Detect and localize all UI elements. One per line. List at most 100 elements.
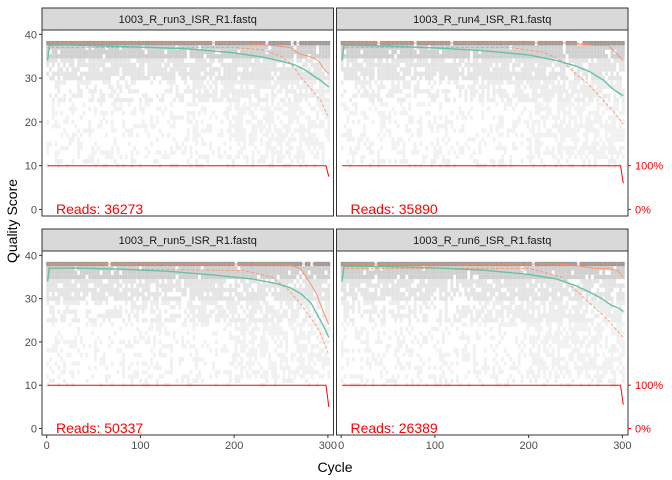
- heat-tile: [240, 339, 244, 345]
- heat-tile: [293, 331, 297, 336]
- heat-tile: [212, 266, 215, 271]
- heat-tile: [551, 71, 555, 76]
- heat-tile: [523, 71, 527, 76]
- heat-tile: [299, 141, 303, 146]
- heat-tile: [209, 374, 213, 379]
- heat-tile: [63, 71, 66, 76]
- heat-tile: [130, 292, 134, 297]
- heat-tile: [259, 80, 263, 85]
- heat-tile: [63, 75, 66, 81]
- heat-tile: [560, 89, 563, 94]
- heat-tile: [307, 128, 311, 133]
- heat-tile: [475, 58, 479, 63]
- heat-tile: [144, 154, 148, 160]
- heat-tile: [234, 326, 238, 332]
- heat-tile: [155, 361, 159, 366]
- heat-tile: [441, 137, 445, 142]
- heat-tile: [582, 54, 586, 59]
- heat-tile: [582, 58, 586, 63]
- heat-tile: [554, 75, 558, 81]
- heat-tile: [568, 132, 572, 138]
- heat-tile: [368, 150, 372, 155]
- heat-tile: [105, 283, 109, 288]
- heat-tile: [259, 292, 263, 297]
- heat-tile: [74, 71, 78, 76]
- heat-tile: [290, 370, 294, 375]
- heat-tile: [99, 300, 103, 306]
- heat-tile: [576, 49, 580, 55]
- heat-tile: [444, 49, 448, 55]
- heat-tile: [621, 97, 625, 103]
- heat-tile: [416, 54, 420, 59]
- heat-tile: [515, 132, 518, 138]
- heat-tile: [607, 84, 611, 90]
- heat-tile: [175, 89, 179, 94]
- heat-tile: [599, 124, 603, 129]
- heat-tile: [186, 84, 190, 90]
- heat-tile: [534, 58, 538, 63]
- heat-tile: [391, 49, 395, 55]
- heat-tile: [209, 62, 213, 68]
- heat-tile: [498, 119, 501, 125]
- heat-tile: [571, 137, 575, 142]
- heat-tile: [560, 128, 563, 133]
- heat-tile: [316, 137, 319, 142]
- heat-tile: [391, 80, 395, 85]
- heat-tile: [153, 159, 156, 164]
- heat-tile: [327, 115, 331, 120]
- heat-tile: [178, 266, 182, 271]
- heat-tile: [153, 279, 156, 284]
- heat-tile: [243, 154, 246, 160]
- heat-tile: [512, 49, 516, 55]
- heat-tile: [206, 71, 210, 76]
- heat-tile: [357, 145, 361, 151]
- heat-tile: [46, 348, 50, 353]
- heat-tile: [164, 287, 168, 293]
- heat-tile: [596, 75, 600, 81]
- heat-tile: [102, 49, 106, 55]
- heat-tile: [63, 274, 66, 280]
- heat-tile: [371, 58, 375, 63]
- heat-tile: [259, 62, 263, 68]
- heat-tile: [293, 40, 297, 46]
- heat-tile: [127, 54, 131, 59]
- heat-tile: [167, 89, 170, 94]
- heat-tile: [318, 124, 322, 129]
- heat-tile: [540, 45, 544, 50]
- heat-tile: [481, 62, 485, 68]
- heat-tile: [593, 62, 597, 68]
- heat-tile: [436, 89, 440, 94]
- heat-tile: [74, 132, 78, 138]
- heat-tile: [540, 54, 544, 59]
- heat-tile: [571, 45, 575, 50]
- heat-tile: [102, 313, 106, 319]
- heat-tile: [57, 124, 61, 129]
- heat-tile: [186, 313, 190, 319]
- heat-tile: [430, 84, 434, 90]
- heat-tile: [234, 279, 238, 284]
- heat-tile: [458, 145, 462, 151]
- heat-tile: [113, 305, 117, 310]
- heat-tile: [248, 80, 252, 85]
- heat-tile: [500, 67, 504, 72]
- heat-tile: [248, 49, 252, 55]
- heat-tile: [313, 71, 317, 76]
- heat-tile: [49, 318, 52, 323]
- heat-tile: [243, 331, 246, 336]
- heat-tile: [593, 150, 597, 155]
- heat-tile: [458, 93, 462, 98]
- heat-tile: [206, 283, 210, 288]
- heat-tile: [327, 163, 331, 168]
- heat-tile: [470, 106, 473, 111]
- heat-tile: [613, 106, 617, 111]
- heat-tile: [248, 102, 252, 107]
- heat-tile: [178, 361, 182, 366]
- heat-tile: [313, 49, 317, 55]
- heat-tile: [545, 110, 549, 116]
- heat-tile: [60, 54, 64, 59]
- heat-tile: [96, 296, 100, 301]
- heat-tile: [593, 110, 597, 116]
- heat-tile: [49, 309, 52, 314]
- heat-tile: [327, 132, 331, 138]
- heat-tile: [77, 62, 80, 68]
